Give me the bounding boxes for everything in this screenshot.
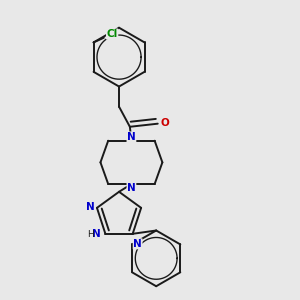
Text: N: N <box>127 132 136 142</box>
Text: N: N <box>127 183 136 193</box>
Text: O: O <box>160 118 169 128</box>
Text: N: N <box>86 202 94 212</box>
Text: N: N <box>92 230 101 239</box>
Text: H: H <box>87 230 94 239</box>
Text: N: N <box>133 239 142 249</box>
Text: Cl: Cl <box>106 29 118 39</box>
